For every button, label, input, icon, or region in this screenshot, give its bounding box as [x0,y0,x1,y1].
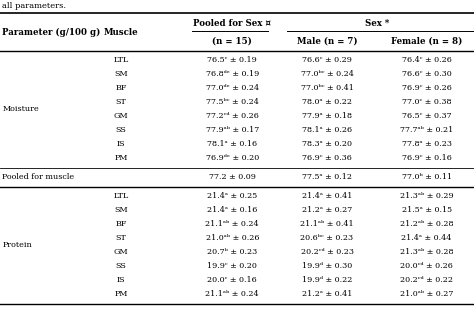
Text: Muscle: Muscle [103,28,138,37]
Text: ST: ST [116,234,126,242]
Text: 20.2ᶜᵈ ± 0.22: 20.2ᶜᵈ ± 0.22 [400,276,453,284]
Text: Protein: Protein [2,241,32,249]
Text: 77.5ᵇᶜ ± 0.24: 77.5ᵇᶜ ± 0.24 [206,98,259,106]
Text: PM: PM [114,290,128,298]
Text: 77.0ᵇ ± 0.11: 77.0ᵇ ± 0.11 [401,173,452,181]
Text: 77.0ᵇᶜ ± 0.24: 77.0ᵇᶜ ± 0.24 [301,70,354,78]
Text: 21.4ᵃ ± 0.16: 21.4ᵃ ± 0.16 [207,206,257,214]
Text: GM: GM [114,248,128,256]
Text: SM: SM [114,70,128,78]
Text: all parameters.: all parameters. [2,2,66,10]
Text: 77.8ᵃ ± 0.23: 77.8ᵃ ± 0.23 [401,140,452,148]
Text: Sex *: Sex * [365,19,389,28]
Text: 21.2ᵃ ± 0.27: 21.2ᵃ ± 0.27 [302,206,352,214]
Text: 21.2ᵃᵇ ± 0.28: 21.2ᵃᵇ ± 0.28 [400,220,453,228]
Text: 76.9ᵈᵉ ± 0.20: 76.9ᵈᵉ ± 0.20 [206,154,259,162]
Text: LTL: LTL [113,56,128,64]
Text: 21.1ᵃᵇ ± 0.24: 21.1ᵃᵇ ± 0.24 [205,290,259,298]
Text: 20.0ᶜᵈ ± 0.26: 20.0ᶜᵈ ± 0.26 [400,262,453,270]
Text: 21.4ᵃ ± 0.44: 21.4ᵃ ± 0.44 [401,234,452,242]
Text: 20.7ᵇ ± 0.23: 20.7ᵇ ± 0.23 [207,248,257,256]
Text: SS: SS [116,126,126,134]
Text: 78.1ᵃ ± 0.16: 78.1ᵃ ± 0.16 [207,140,257,148]
Text: 76.4ᶜ ± 0.26: 76.4ᶜ ± 0.26 [401,56,452,64]
Text: 77.5ᵃ ± 0.12: 77.5ᵃ ± 0.12 [302,173,352,181]
Text: 76.9ᶜ ± 0.26: 76.9ᶜ ± 0.26 [401,84,452,92]
Text: 21.1ᵃᵇ ± 0.24: 21.1ᵃᵇ ± 0.24 [205,220,259,228]
Text: Pooled for Sex ¤: Pooled for Sex ¤ [193,19,271,28]
Text: 76.5ᶜ ± 0.37: 76.5ᶜ ± 0.37 [402,112,451,120]
Text: 21.0ᵃᵇ ± 0.26: 21.0ᵃᵇ ± 0.26 [206,234,259,242]
Text: 21.3ᵃᵇ ± 0.29: 21.3ᵃᵇ ± 0.29 [400,192,454,200]
Text: 19.9ᶜ ± 0.20: 19.9ᶜ ± 0.20 [207,262,257,270]
Text: Male (n = 7): Male (n = 7) [297,37,357,46]
Text: BF: BF [115,84,127,92]
Text: IS: IS [117,276,125,284]
Text: 77.0ᵈᵉ ± 0.24: 77.0ᵈᵉ ± 0.24 [206,84,259,92]
Text: SS: SS [116,262,126,270]
Text: BF: BF [115,220,127,228]
Text: 21.4ᵃ ± 0.25: 21.4ᵃ ± 0.25 [207,192,257,200]
Text: 19.9ᵈ ± 0.30: 19.9ᵈ ± 0.30 [302,262,352,270]
Text: LTL: LTL [113,192,128,200]
Text: 77.9ᵃ ± 0.18: 77.9ᵃ ± 0.18 [302,112,352,120]
Text: 21.2ᵃ ± 0.41: 21.2ᵃ ± 0.41 [302,290,352,298]
Text: SM: SM [114,206,128,214]
Text: 76.6ᶜ ± 0.30: 76.6ᶜ ± 0.30 [402,70,451,78]
Text: 77.9ᵃᵇ ± 0.17: 77.9ᵃᵇ ± 0.17 [206,126,259,134]
Text: 21.4ᵃ ± 0.41: 21.4ᵃ ± 0.41 [302,192,352,200]
Text: 21.5ᵃ ± 0.15: 21.5ᵃ ± 0.15 [401,206,452,214]
Text: 20.0ᶜ ± 0.16: 20.0ᶜ ± 0.16 [208,276,257,284]
Text: 76.5ᶜ ± 0.19: 76.5ᶜ ± 0.19 [208,56,257,64]
Text: Pooled for muscle: Pooled for muscle [2,173,74,181]
Text: 77.2 ± 0.09: 77.2 ± 0.09 [209,173,255,181]
Text: ST: ST [116,98,126,106]
Text: 77.0ᵇᶜ ± 0.41: 77.0ᵇᶜ ± 0.41 [301,84,354,92]
Text: 21.0ᵃᵇ ± 0.27: 21.0ᵃᵇ ± 0.27 [400,290,453,298]
Text: 77.0ᶜ ± 0.38: 77.0ᶜ ± 0.38 [402,98,451,106]
Text: 20.6ᵇᶜ ± 0.23: 20.6ᵇᶜ ± 0.23 [301,234,354,242]
Text: (n = 15): (n = 15) [212,37,252,46]
Text: 76.9ᶜ ± 0.36: 76.9ᶜ ± 0.36 [302,154,352,162]
Text: Moisture: Moisture [2,105,39,113]
Text: IS: IS [117,140,125,148]
Text: 78.3ᵃ ± 0.20: 78.3ᵃ ± 0.20 [302,140,352,148]
Text: 76.6ᶜ ± 0.29: 76.6ᶜ ± 0.29 [302,56,352,64]
Text: PM: PM [114,154,128,162]
Text: 78.0ᵃ ± 0.22: 78.0ᵃ ± 0.22 [302,98,352,106]
Text: Parameter (g/100 g): Parameter (g/100 g) [2,28,101,37]
Text: 76.9ᶜ ± 0.16: 76.9ᶜ ± 0.16 [401,154,452,162]
Text: 76.8ᵈᵉ ± 0.19: 76.8ᵈᵉ ± 0.19 [206,70,259,78]
Text: 77.7ᵃᵇ ± 0.21: 77.7ᵃᵇ ± 0.21 [400,126,453,134]
Text: 78.1ᵃ ± 0.26: 78.1ᵃ ± 0.26 [302,126,352,134]
Text: GM: GM [114,112,128,120]
Text: Female (n = 8): Female (n = 8) [391,37,462,46]
Text: 77.2ᶜᵈ ± 0.26: 77.2ᶜᵈ ± 0.26 [206,112,259,120]
Text: 21.1ᵃᵇ ± 0.41: 21.1ᵃᵇ ± 0.41 [300,220,354,228]
Text: 20.2ᶜᵈ ± 0.23: 20.2ᶜᵈ ± 0.23 [301,248,354,256]
Text: 19.9ᵈ ± 0.22: 19.9ᵈ ± 0.22 [302,276,352,284]
Text: 21.3ᵃᵇ ± 0.28: 21.3ᵃᵇ ± 0.28 [400,248,453,256]
